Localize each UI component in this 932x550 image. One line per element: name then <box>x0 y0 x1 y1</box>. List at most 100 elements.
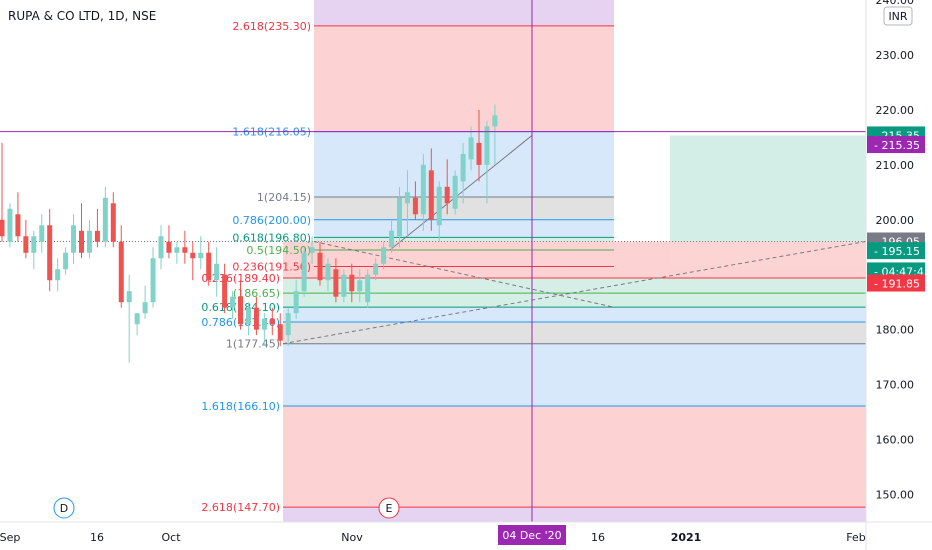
zone-red-top <box>314 25 614 132</box>
x-tick-5: 2021 <box>671 531 702 544</box>
zone-blue-bottom <box>283 343 866 407</box>
fib-label-4: 0.618(196.80) <box>232 231 311 244</box>
candle-body-32 <box>253 307 259 330</box>
zone-gray-left <box>283 321 866 344</box>
candle-body-33 <box>261 318 267 330</box>
fib-label-11: 1(177.45) <box>226 338 280 351</box>
candle-body-58 <box>460 153 466 182</box>
candle-body-51 <box>404 192 410 204</box>
position-loss-zone <box>670 241 866 267</box>
x-tick-6: Feb <box>846 531 865 544</box>
x-tick-3: Nov <box>341 531 363 544</box>
price-badge-1: - 215.35 <box>874 139 920 152</box>
trend-dashed-up <box>282 241 867 345</box>
fib-label-8: (186.65) <box>233 287 280 300</box>
candle-body-14 <box>110 203 116 242</box>
candle-body-2 <box>15 214 21 237</box>
candle-body-54 <box>428 170 434 220</box>
y-tick-8: 230.00 <box>876 49 915 62</box>
candle-body-44 <box>349 274 355 292</box>
y-tick-0: 150.00 <box>876 489 915 502</box>
candles <box>0 104 498 363</box>
candle-body-27 <box>214 263 220 281</box>
candle-body-46 <box>365 274 371 303</box>
zone-gray-top <box>314 196 614 220</box>
candle-body-50 <box>397 197 402 237</box>
candle-body-60 <box>476 142 482 165</box>
candle-body-29 <box>230 296 236 308</box>
trend-dashed-down <box>313 241 615 308</box>
y-tick-1: 160.00 <box>876 434 915 447</box>
y-tick-9: 240.00 <box>876 0 915 7</box>
currency-button[interactable] <box>883 6 913 26</box>
candle-body-24 <box>190 252 196 259</box>
fib-label-12: 1.618(166.10) <box>201 400 280 413</box>
fib-label-2: 1(204.15) <box>257 191 311 204</box>
candle-body-31 <box>245 307 251 325</box>
crosshair-date-label: 04 Dec '20 <box>502 529 561 542</box>
zone-lightblue-top <box>314 219 614 238</box>
candle-body-15 <box>118 241 124 303</box>
candle-body-16 <box>126 291 132 303</box>
x-tick-4: 16 <box>591 531 605 544</box>
candle-body-23 <box>182 247 188 253</box>
trend-lines <box>0 135 867 345</box>
candle-body-53 <box>420 164 426 215</box>
candle-body-55 <box>436 186 442 226</box>
x-tick-0: Sep <box>0 531 20 544</box>
candle-body-1 <box>7 208 13 242</box>
candle-body-18 <box>142 302 148 314</box>
candle-body-52 <box>412 197 418 215</box>
candle-body-41 <box>325 263 331 281</box>
price-badge-5: - 191.85 <box>874 278 920 291</box>
y-tick-7: 220.00 <box>876 104 915 117</box>
y-tick-2: 170.00 <box>876 379 915 392</box>
candle-body-0 <box>0 219 5 237</box>
trend-line-up <box>389 135 533 251</box>
candle-body-56 <box>444 186 450 204</box>
candle-body-6 <box>47 225 53 281</box>
candle-body-57 <box>452 175 458 209</box>
fib-zones <box>283 0 866 522</box>
candle-body-45 <box>357 280 363 292</box>
event-marker-label-D: D <box>60 502 68 515</box>
candle-body-5 <box>39 225 45 242</box>
candle-body-8 <box>63 252 69 270</box>
candle-body-42 <box>333 269 339 297</box>
candle-body-11 <box>86 230 92 253</box>
candle-body-19 <box>150 258 156 303</box>
fib-label-7: 0.236(189.40) <box>201 272 280 285</box>
candle-body-22 <box>174 247 180 253</box>
candle-body-61 <box>484 126 490 165</box>
x-tick-2: Oct <box>161 531 181 544</box>
event-marker-D <box>53 497 75 519</box>
price-badge-bg-5 <box>867 274 925 292</box>
fib-lines: 2.618(235.30)1.618(216.05)1(204.15)0.786… <box>201 20 866 514</box>
candle-body-38 <box>301 252 307 292</box>
zone-red-bottom <box>283 406 866 508</box>
zone-blue-left <box>283 307 866 322</box>
price-badge-bg-3 <box>867 242 925 260</box>
candle-body-40 <box>317 252 323 281</box>
candle-body-34 <box>269 318 275 325</box>
candle-body-3 <box>23 236 29 253</box>
candle-body-25 <box>198 252 204 259</box>
y-tick-6: 210.00 <box>876 159 915 172</box>
event-marker-E <box>378 497 400 519</box>
candle-body-28 <box>222 274 228 308</box>
y-tick-5: 200.00 <box>876 214 915 227</box>
candle-body-49 <box>389 230 395 248</box>
candle-body-47 <box>373 263 379 275</box>
position-profit-zone <box>670 135 866 242</box>
x-tick-1: 16 <box>90 531 104 544</box>
candle-body-4 <box>31 236 37 253</box>
candle-body-48 <box>381 247 387 264</box>
candle-body-12 <box>94 230 100 242</box>
currency-label: INR <box>888 10 907 23</box>
candle-body-39 <box>309 247 315 253</box>
zone-purple-top <box>314 0 614 26</box>
